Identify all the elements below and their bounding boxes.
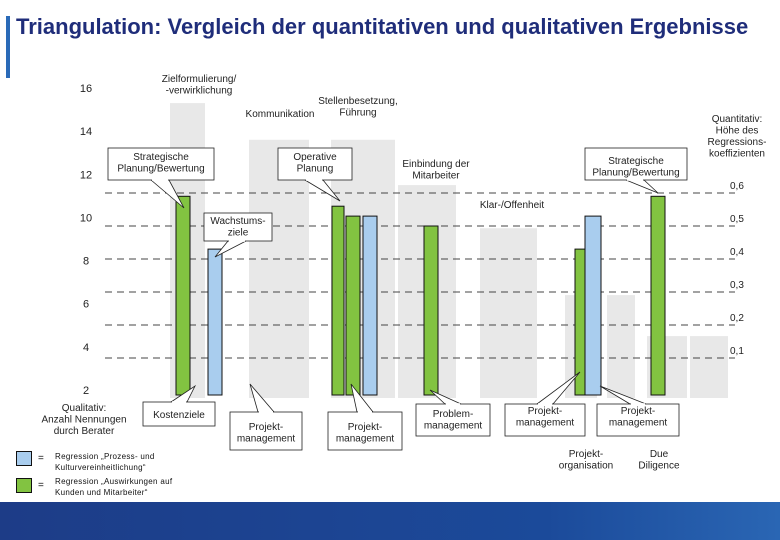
blue-bar: [584, 215, 602, 396]
triangulation-chart: 16 14 12 10 8 6 4 2 0,6 0,5 0,4 0,3 0,2 0,1 Qualitativ…: [41, 74, 767, 472]
bar-label: Wachstums-ziele: [210, 216, 265, 239]
callout-box: [277, 147, 353, 181]
callout-box: [229, 411, 303, 451]
blue-bar: [362, 215, 378, 396]
bottom-label: Due Diligence: [638, 449, 680, 472]
callout-box: [327, 411, 403, 451]
left-tick-label: 14: [80, 126, 92, 138]
right-tick-label: 0,6: [730, 181, 744, 192]
legend-blue-swatch: [16, 451, 32, 466]
legend-blue-equals: =: [38, 453, 44, 464]
callout-box: [415, 403, 491, 437]
legend-blue-text: Regression „Prozess- und Kulturvereinhei…: [55, 452, 155, 472]
right-tick-label: 0,5: [730, 214, 744, 225]
right-tick-label: 0,4: [730, 247, 744, 258]
qualitative-column: [480, 228, 537, 398]
left-tick-label: 4: [83, 342, 89, 354]
callout-box: [142, 401, 216, 427]
callout-label: Projekt-management: [336, 422, 395, 445]
green-bar: [345, 215, 361, 396]
column-label: Zielformulierung/-verwirklichung: [162, 74, 237, 97]
callout-label: Kostenziele: [153, 410, 205, 421]
callout-box: [107, 147, 215, 181]
legend-green-equals: =: [38, 480, 44, 491]
left-tick-label: 12: [80, 169, 92, 181]
footer-band: [0, 502, 780, 540]
left-axis-label: Qualitativ: Anzahl Nennungen durch Berater: [41, 403, 126, 437]
page-title: Triangulation: Vergleich der quantitativ…: [16, 14, 749, 39]
column-label: Klar-/Offenheit: [480, 200, 545, 211]
callout-pointer: [625, 179, 659, 194]
right-tick-label: 0,2: [730, 313, 744, 324]
callout-box: [203, 212, 273, 242]
callout-label: Projekt-management: [609, 406, 668, 429]
qualitative-column: [249, 139, 309, 398]
column-label: Kommunikation: [246, 109, 315, 120]
qualitative-column: [607, 295, 635, 398]
legend-green-swatch: [16, 478, 32, 493]
bar-label: Strategische Planung/Bewertung: [117, 152, 204, 175]
green-bar: [175, 195, 191, 396]
left-tick-label: 6: [83, 299, 89, 311]
green-bar: [423, 225, 439, 396]
left-tick-label: 8: [83, 256, 89, 268]
bar-label: Strategische Planung/Bewertung: [592, 156, 679, 179]
right-tick-label: 0,1: [730, 346, 744, 357]
title-accent-bar: [6, 16, 10, 78]
callout-box: [504, 403, 586, 437]
green-bar: [650, 195, 666, 396]
callout-box: [596, 403, 680, 437]
left-tick-label: 2: [83, 385, 89, 397]
legend-green-text: Regression „Auswirkungen auf Kunden und …: [55, 477, 173, 497]
bar-label: Operative Planung: [293, 152, 337, 175]
column-label: Einbindung der Mitarbeiter: [402, 159, 470, 182]
qualitative-column: [690, 336, 728, 398]
callout-label: Projekt-management: [237, 422, 296, 445]
left-tick-label: 16: [80, 83, 92, 95]
right-axis-label: Quantitativ: Höhe des Regressions-koeffizi…: [708, 114, 767, 160]
bottom-label: Projekt-organisation: [559, 449, 613, 472]
callout-label: Problem-management: [424, 409, 483, 432]
callout-label: Projekt-management: [516, 406, 575, 429]
blue-bar: [207, 248, 223, 396]
column-label: Stellenbesetzung, Führung: [318, 96, 398, 119]
green-bar: [331, 205, 345, 396]
left-tick-label: 10: [80, 212, 92, 224]
callout-box: [584, 147, 688, 181]
right-tick-label: 0,3: [730, 280, 744, 291]
